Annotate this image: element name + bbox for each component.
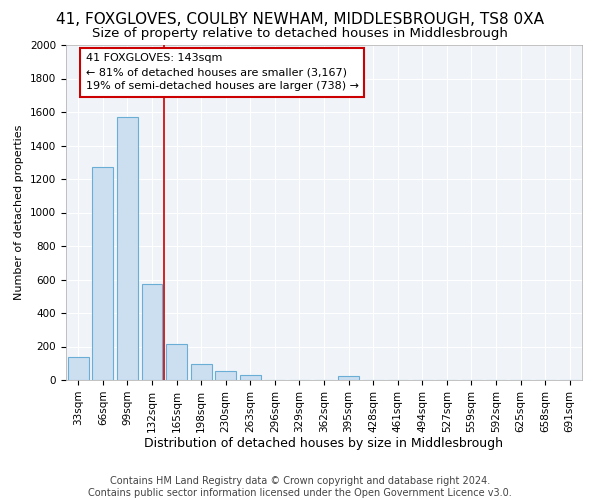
X-axis label: Distribution of detached houses by size in Middlesbrough: Distribution of detached houses by size …: [145, 438, 503, 450]
Bar: [338, 376, 359, 380]
Text: Size of property relative to detached houses in Middlesbrough: Size of property relative to detached ho…: [92, 28, 508, 40]
Text: 41 FOXGLOVES: 143sqm
← 81% of detached houses are smaller (3,167)
19% of semi-de: 41 FOXGLOVES: 143sqm ← 81% of detached h…: [86, 54, 359, 92]
Text: 41, FOXGLOVES, COULBY NEWHAM, MIDDLESBROUGH, TS8 0XA: 41, FOXGLOVES, COULBY NEWHAM, MIDDLESBRO…: [56, 12, 544, 28]
Text: Contains HM Land Registry data © Crown copyright and database right 2024.
Contai: Contains HM Land Registry data © Crown c…: [88, 476, 512, 498]
Bar: [191, 364, 212, 380]
Bar: [92, 168, 113, 380]
Bar: [117, 117, 138, 380]
Bar: [166, 344, 187, 380]
Bar: [68, 356, 89, 380]
Bar: [142, 284, 163, 380]
Bar: [215, 371, 236, 380]
Bar: [240, 375, 261, 380]
Y-axis label: Number of detached properties: Number of detached properties: [14, 125, 25, 300]
